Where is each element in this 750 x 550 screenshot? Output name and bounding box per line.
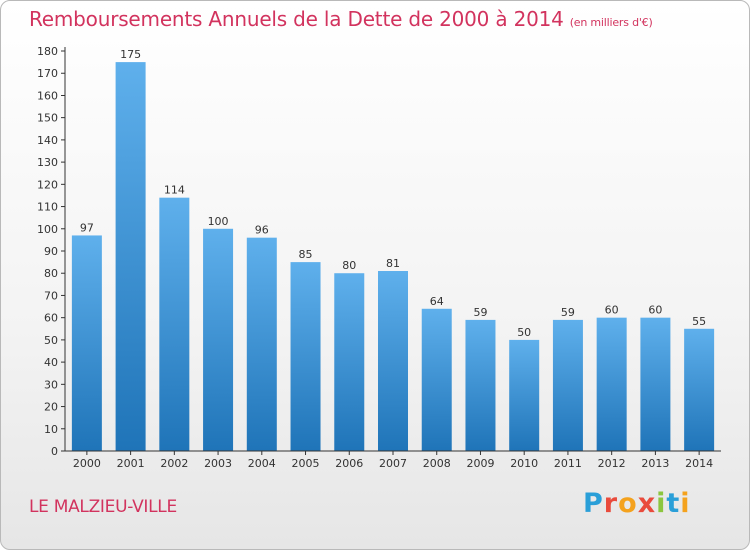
x-tick-label: 2012	[598, 457, 626, 470]
x-tick-label: 2005	[292, 457, 320, 470]
bar	[378, 271, 408, 451]
bar-value-label: 96	[255, 224, 269, 237]
bar	[640, 317, 671, 451]
logo-letter: o	[618, 488, 638, 519]
bar	[203, 228, 234, 451]
x-tick-label: 2010	[510, 457, 538, 470]
bar-value-label: 100	[208, 215, 229, 228]
bar	[290, 262, 321, 451]
proxiti-logo: Proxiti	[583, 488, 691, 519]
y-tick-label: 100	[37, 223, 58, 236]
bar-value-label: 50	[517, 326, 531, 339]
logo-letter: t	[666, 488, 681, 519]
chart-title-text: Remboursements Annuels de la Dette de 20…	[29, 7, 564, 31]
y-tick-label: 110	[37, 201, 58, 214]
y-tick-label: 30	[44, 378, 58, 391]
x-tick-label: 2007	[379, 457, 407, 470]
bar	[552, 319, 583, 451]
bar-value-label: 64	[430, 295, 444, 308]
bar	[246, 237, 277, 451]
logo-letter: P	[583, 488, 604, 519]
y-tick-label: 170	[37, 67, 58, 80]
bar-value-label: 175	[120, 48, 141, 61]
bar-value-label: 114	[164, 184, 185, 197]
bar-value-label: 55	[692, 315, 706, 328]
y-tick-label: 20	[44, 401, 58, 414]
bar-value-label: 85	[299, 248, 313, 261]
x-tick-label: 2002	[160, 457, 188, 470]
bar	[465, 319, 496, 451]
bar	[115, 62, 146, 451]
y-tick-label: 0	[51, 445, 58, 458]
logo-letter: r	[603, 488, 619, 519]
bar-value-label: 59	[561, 306, 575, 319]
x-tick-label: 2008	[423, 457, 451, 470]
y-tick-label: 50	[44, 334, 58, 347]
y-tick-label: 70	[44, 289, 58, 302]
place-name: LE MALZIEU-VILLE	[29, 497, 177, 517]
bar-value-label: 81	[386, 257, 400, 270]
y-tick-label: 60	[44, 312, 58, 325]
bar-value-label: 60	[605, 304, 619, 317]
y-tick-label: 10	[44, 423, 58, 436]
logo-letter: i	[680, 488, 691, 519]
x-tick-label: 2001	[117, 457, 145, 470]
bar	[334, 273, 365, 451]
bar	[159, 197, 190, 451]
y-tick-label: 180	[37, 45, 58, 58]
bar	[684, 328, 715, 451]
bar	[71, 235, 102, 451]
x-tick-label: 2004	[248, 457, 276, 470]
x-tick-label: 2006	[335, 457, 363, 470]
logo-letter: i	[656, 488, 667, 519]
x-tick-label: 2003	[204, 457, 232, 470]
bar-value-label: 80	[342, 259, 356, 272]
unit-note: (en milliers d'€)	[569, 16, 653, 29]
y-tick-label: 150	[37, 112, 58, 125]
x-tick-label: 2009	[466, 457, 494, 470]
x-tick-label: 2011	[554, 457, 582, 470]
logo-letter: x	[637, 488, 657, 519]
x-tick-label: 2014	[685, 457, 713, 470]
chart-title: Remboursements Annuels de la Dette de 20…	[29, 7, 653, 31]
y-tick-label: 90	[44, 245, 58, 258]
bar-value-label: 59	[473, 306, 487, 319]
y-tick-label: 80	[44, 267, 58, 280]
y-tick-label: 120	[37, 178, 58, 191]
y-tick-label: 130	[37, 156, 58, 169]
x-tick-label: 2000	[73, 457, 101, 470]
bar-value-label: 60	[648, 304, 662, 317]
y-tick-label: 40	[44, 356, 58, 369]
x-tick-label: 2013	[641, 457, 669, 470]
bar-value-label: 97	[80, 221, 94, 234]
bar	[596, 317, 627, 451]
y-tick-label: 140	[37, 134, 58, 147]
bar	[509, 339, 540, 451]
y-tick-label: 160	[37, 89, 58, 102]
bar	[421, 308, 452, 451]
